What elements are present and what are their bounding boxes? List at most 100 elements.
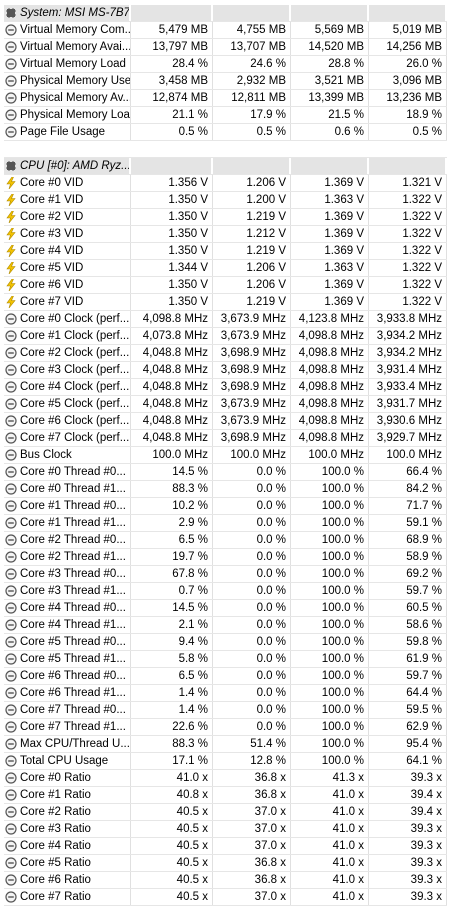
sensor-row: Core #5 Thread #0... 9.4 % 0.0 % 100.0 % 59.… <box>4 634 447 651</box>
sensor-value: 58.9 % <box>369 549 447 565</box>
label-text: Core #3 VID <box>20 228 84 240</box>
label-text: Core #3 Ratio <box>20 823 91 835</box>
sensor-value: 12,811 MB <box>213 90 291 106</box>
sensor-value: 9.4 % <box>131 634 213 650</box>
sensor-value: 17.9 % <box>213 107 291 123</box>
gauge-icon <box>5 92 17 104</box>
header-cell <box>291 5 369 21</box>
sensor-value: 0.0 % <box>213 498 291 514</box>
sensor-row: Core #4 Ratio 40.5 x 37.0 x 41.0 x 39.3 x <box>4 838 447 855</box>
sensor-row: Core #6 Ratio 40.5 x 36.8 x 41.0 x 39.3 x <box>4 872 447 889</box>
label-text: Core #6 Thread #0... <box>20 670 126 682</box>
sensor-value: 100.0 % <box>291 668 369 684</box>
gauge-icon <box>5 840 17 852</box>
label-text: Core #0 VID <box>20 177 84 189</box>
sensor-row: Core #3 VID 1.350 V 1.212 V 1.369 V 1.322 V <box>4 226 447 243</box>
sensor-value: 21.5 % <box>291 107 369 123</box>
label-text: Core #4 Clock (perf... <box>20 381 130 393</box>
sensor-value: 95.4 % <box>369 736 447 752</box>
sensor-label: Core #5 Thread #0... <box>4 634 131 650</box>
sensor-row: Core #7 Ratio 40.5 x 37.0 x 41.0 x 39.3 x <box>4 889 447 906</box>
sensor-value: 0.0 % <box>213 719 291 735</box>
sensor-value: 4,755 MB <box>213 22 291 38</box>
sensor-value: 26.0 % <box>369 56 447 72</box>
gauge-icon <box>5 398 17 410</box>
sensor-label: Core #1 VID <box>4 192 131 208</box>
sensor-row: Core #5 Thread #1... 5.8 % 0.0 % 100.0 % 61.… <box>4 651 447 668</box>
sensor-row: Physical Memory Load 21.1 % 17.9 % 21.5 % 18… <box>4 107 447 124</box>
label-text: Core #2 Ratio <box>20 806 91 818</box>
sensor-label: Core #1 Thread #1... <box>4 515 131 531</box>
sensor-value: 6.5 % <box>131 668 213 684</box>
label-text: Virtual Memory Com... <box>20 24 131 36</box>
sensor-value: 51.4 % <box>213 736 291 752</box>
label-text: Core #4 Ratio <box>20 840 91 852</box>
label-text: Core #4 Thread #1... <box>20 619 126 631</box>
sensor-value: 36.8 x <box>213 770 291 786</box>
bolt-icon <box>6 296 16 308</box>
sensor-value: 1.350 V <box>131 294 213 310</box>
sensor-value: 3,698.9 MHz <box>213 379 291 395</box>
bolt-icon <box>6 211 16 223</box>
sensor-value: 67.8 % <box>131 566 213 582</box>
sensor-label: Core #0 VID <box>4 175 131 191</box>
sensor-value: 59.8 % <box>369 634 447 650</box>
sensor-value: 4,098.8 MHz <box>291 396 369 412</box>
gauge-icon <box>5 41 17 53</box>
sensor-value: 39.3 x <box>369 838 447 854</box>
sensor-row: Virtual Memory Avai... 13,797 MB 13,707 MB… <box>4 39 447 56</box>
sensor-value: 100.0 % <box>291 498 369 514</box>
sensor-value: 100.0 % <box>291 685 369 701</box>
gauge-icon <box>5 619 17 631</box>
sensor-row: Core #7 Clock (perf... 4,048.8 MHz 3,698.9… <box>4 430 447 447</box>
sensor-value: 1.322 V <box>369 192 447 208</box>
label-text: Core #6 Ratio <box>20 874 91 886</box>
sensor-value: 4,048.8 MHz <box>131 345 213 361</box>
sensor-label: Core #2 Clock (perf... <box>4 345 131 361</box>
gauge-icon <box>5 670 17 682</box>
sensor-label: Core #7 Thread #0... <box>4 702 131 718</box>
sensor-value: 1.369 V <box>291 209 369 225</box>
sensor-value: 28.8 % <box>291 56 369 72</box>
sensor-value: 2.1 % <box>131 617 213 633</box>
sensor-value: 36.8 x <box>213 855 291 871</box>
sensor-value: 40.5 x <box>131 838 213 854</box>
sensor-label: Core #4 Thread #1... <box>4 617 131 633</box>
bolt-icon <box>6 279 16 291</box>
section-title: System: MSI MS-7B79 <box>20 7 131 19</box>
sensor-label: Core #4 Thread #0... <box>4 600 131 616</box>
sensor-value: 1.321 V <box>369 175 447 191</box>
sensor-label: Virtual Memory Com... <box>4 22 131 38</box>
sensor-value: 100.0 % <box>291 515 369 531</box>
sensor-value: 1.350 V <box>131 226 213 242</box>
label-text: Core #1 Clock (perf... <box>20 330 130 342</box>
sensor-value: 100.0 % <box>291 719 369 735</box>
sensor-row: Core #7 Thread #0... 1.4 % 0.0 % 100.0 % 59.… <box>4 702 447 719</box>
sensor-value: 37.0 x <box>213 804 291 820</box>
sensor-value: 40.5 x <box>131 889 213 905</box>
sensor-value: 41.0 x <box>291 872 369 888</box>
sensor-row: Core #0 Ratio 41.0 x 36.8 x 41.3 x 39.3 x <box>4 770 447 787</box>
sensor-value: 3,673.9 MHz <box>213 328 291 344</box>
sensor-value: 4,048.8 MHz <box>131 396 213 412</box>
sensor-value: 2.9 % <box>131 515 213 531</box>
header-cell: System: MSI MS-7B79 <box>4 5 131 21</box>
sensor-value: 3,673.9 MHz <box>213 396 291 412</box>
gauge-icon <box>5 721 17 733</box>
header-cell <box>213 158 291 174</box>
label-text: Core #1 VID <box>20 194 84 206</box>
label-text: Core #2 Thread #1... <box>20 551 126 563</box>
gauge-icon <box>5 602 17 614</box>
sensor-value: 1.363 V <box>291 192 369 208</box>
bolt-icon <box>6 245 16 257</box>
sensor-value: 3,521 MB <box>291 73 369 89</box>
sensor-value: 59.1 % <box>369 515 447 531</box>
sensor-value: 22.6 % <box>131 719 213 735</box>
sensor-value: 41.0 x <box>291 787 369 803</box>
sensor-row: Core #6 Thread #1... 1.4 % 0.0 % 100.0 % 64.… <box>4 685 447 702</box>
sensor-value: 62.9 % <box>369 719 447 735</box>
sensor-value: 1.369 V <box>291 226 369 242</box>
sensor-value: 100.0 % <box>291 583 369 599</box>
sensor-value: 100.0 % <box>291 634 369 650</box>
